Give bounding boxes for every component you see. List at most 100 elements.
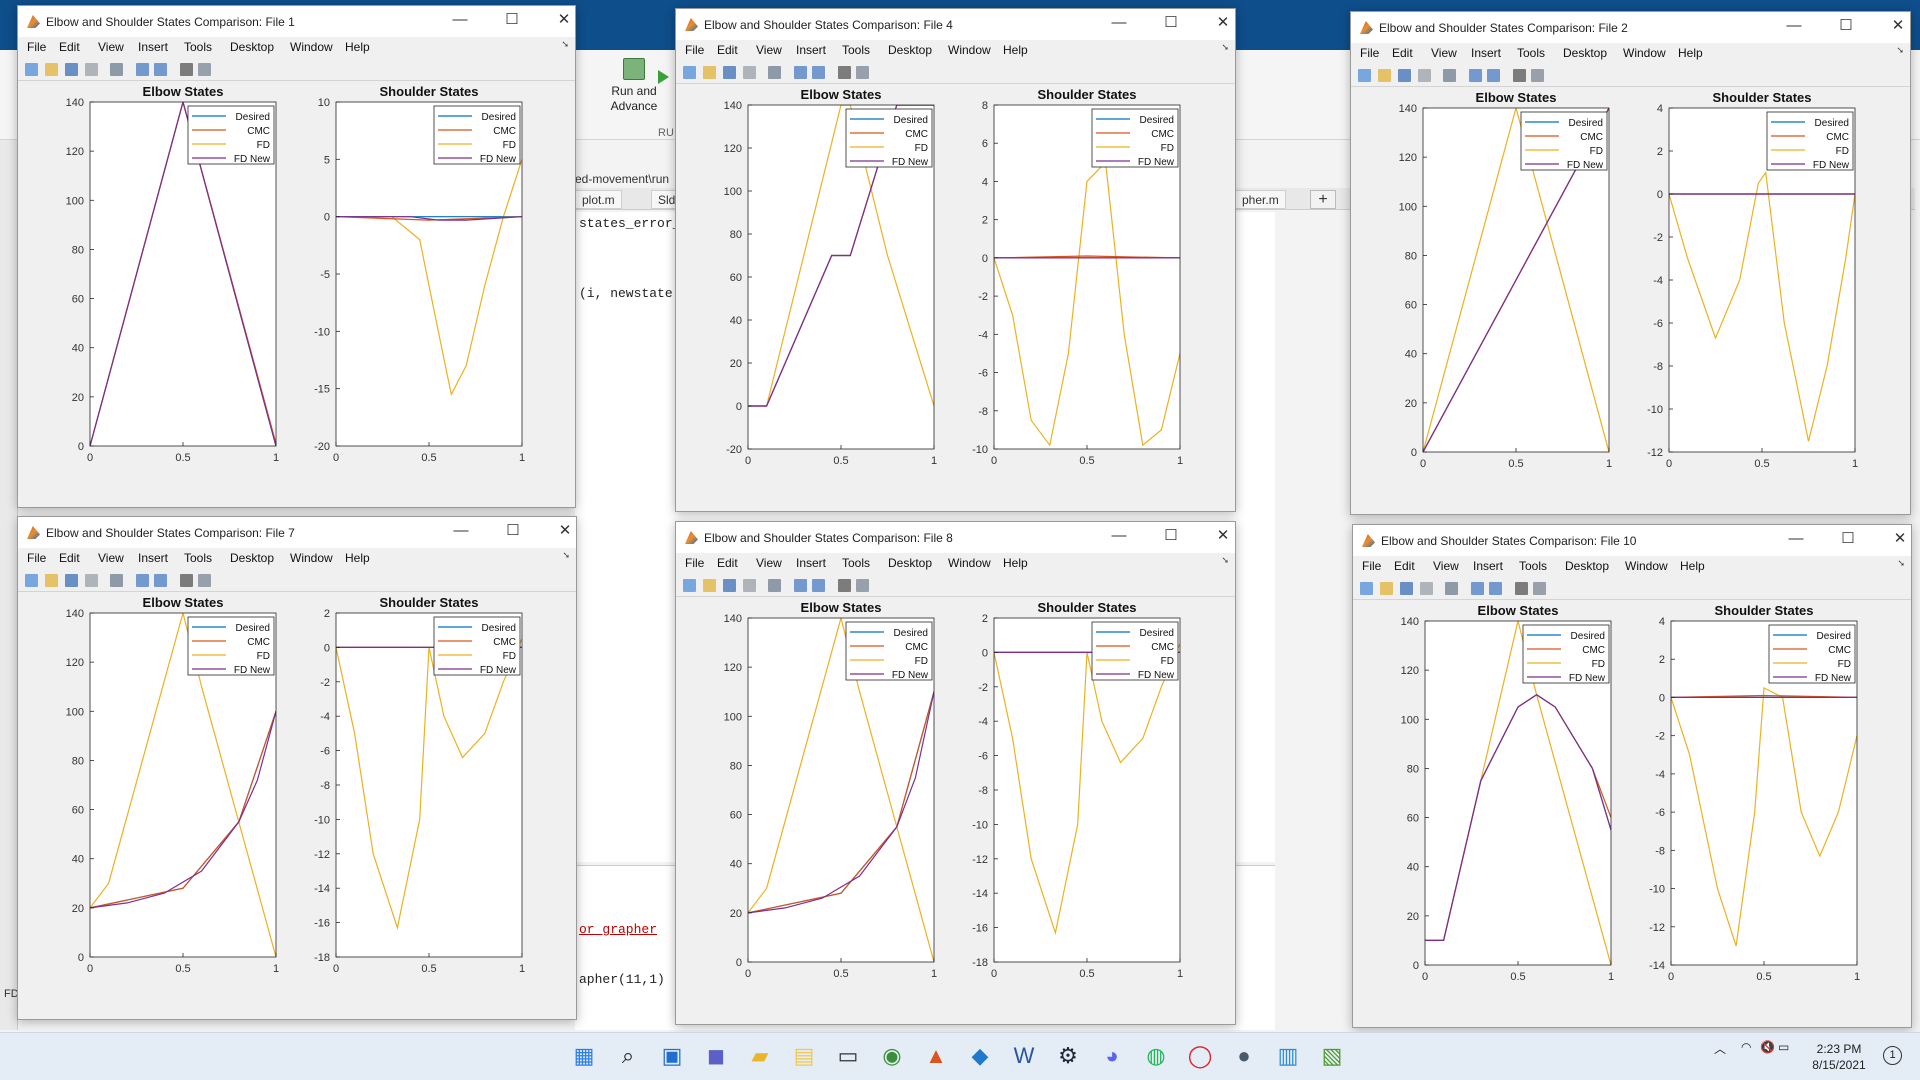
dock-icon[interactable] — [136, 63, 149, 76]
print-icon[interactable] — [1418, 69, 1431, 82]
menu-desktop[interactable]: Desktop — [1563, 46, 1608, 60]
menu-view[interactable]: View — [98, 40, 124, 54]
maximize-button[interactable]: ☐ — [1164, 527, 1178, 544]
save-icon[interactable] — [65, 63, 78, 76]
menu-edit[interactable]: Edit — [1394, 559, 1415, 573]
figure-title-bar[interactable]: Elbow and Shoulder States Comparison: Fi… — [18, 517, 576, 548]
axes[interactable]: Elbow States 0 0.5 1 0 20 40 60 80 100 120 140 Desir… — [66, 84, 279, 464]
notes-icon[interactable]: ▥ — [1277, 1043, 1299, 1068]
axes[interactable]: Shoulder States 0 0.5 1 -20 -15 -10 -5 0 5 10 Desir… — [314, 84, 525, 464]
menu-file[interactable]: File — [1362, 559, 1382, 573]
matlab-editor-icon[interactable]: ▧ — [1321, 1043, 1343, 1068]
pointer-icon[interactable] — [838, 66, 851, 79]
minimize-button[interactable]: — — [452, 11, 468, 28]
menu-help[interactable]: Help — [345, 40, 370, 54]
axes[interactable]: Shoulder States 0 0.5 1 -18 -16 -14 -12 -10 -8 -6 -… — [972, 600, 1183, 980]
pointer-icon[interactable] — [838, 579, 851, 592]
layout-icon[interactable] — [1489, 582, 1502, 595]
legend[interactable]: Desired CMC FD FD New — [845, 108, 933, 168]
pointer-icon[interactable] — [180, 574, 193, 587]
pointer-icon[interactable] — [1513, 69, 1526, 82]
save-icon[interactable] — [1398, 69, 1411, 82]
new-figure-icon[interactable] — [25, 63, 38, 76]
property-editor-icon[interactable] — [198, 63, 211, 76]
menu-tools[interactable]: Tools — [842, 556, 871, 570]
new-figure-icon[interactable] — [683, 66, 696, 79]
menu-tools[interactable]: Tools — [184, 40, 213, 54]
menu-edit[interactable]: Edit — [717, 556, 738, 570]
vscode-icon[interactable]: ◆ — [971, 1043, 989, 1068]
close-button[interactable]: ✕ — [1891, 17, 1905, 34]
dock-icon[interactable] — [794, 579, 807, 592]
volume-muted-icon[interactable]: 🔇 — [1760, 1040, 1775, 1054]
close-button[interactable]: ✕ — [1216, 527, 1230, 544]
legend[interactable]: Desired CMC FD FD New — [1522, 624, 1610, 684]
menu-view[interactable]: View — [756, 43, 782, 57]
link-plot-icon[interactable] — [1443, 69, 1456, 82]
link-plot-icon[interactable] — [768, 579, 781, 592]
save-icon[interactable] — [1400, 582, 1413, 595]
legend[interactable]: Desired CMC FD FD New — [1766, 111, 1854, 171]
menu-view[interactable]: View — [1431, 46, 1457, 60]
minimize-button[interactable]: — — [1786, 17, 1802, 34]
close-button[interactable]: ✕ — [557, 11, 571, 28]
layout-icon[interactable] — [154, 63, 167, 76]
menu-desktop[interactable]: Desktop — [230, 551, 275, 565]
task-view-icon[interactable]: ▣ — [661, 1043, 683, 1068]
pointer-icon[interactable] — [1515, 582, 1528, 595]
open-file-icon[interactable] — [1378, 69, 1391, 82]
legend[interactable]: Desired CMC FD FD New — [1091, 621, 1179, 681]
link-plot-icon[interactable] — [110, 63, 123, 76]
dock-figure-icon[interactable]: ➘ — [1897, 558, 1905, 568]
new-tab-button[interactable]: + — [1310, 190, 1336, 209]
menu-tools[interactable]: Tools — [1519, 559, 1548, 573]
axes[interactable]: Shoulder States 0 0.5 1 -14 -12 -10 -8 -6 -4 -2 0 2 4… — [1649, 603, 1860, 983]
axes[interactable]: Shoulder States 0 0.5 1 -18 -16 -14 -12 -10 -8 -6 -… — [314, 595, 525, 975]
menu-view[interactable]: View — [756, 556, 782, 570]
figure-title-bar[interactable]: Elbow and Shoulder States Comparison: Fi… — [18, 6, 575, 37]
autohotkey-icon[interactable]: ● — [1237, 1043, 1251, 1068]
discord-icon[interactable]: ◕ — [1105, 1043, 1119, 1068]
axes[interactable]: Elbow States 0 0.5 1 0 20 40 60 80 100 120 140 Desir… — [1399, 90, 1612, 470]
editor-tab-plot[interactable]: plot.m — [575, 190, 622, 209]
legend[interactable]: Desired CMC FD FD New — [1520, 111, 1608, 171]
run-icon[interactable] — [658, 70, 670, 84]
menu-file[interactable]: File — [1360, 46, 1380, 60]
print-icon[interactable] — [85, 63, 98, 76]
maximize-button[interactable]: ☐ — [1164, 14, 1178, 31]
menu-desktop[interactable]: Desktop — [230, 40, 275, 54]
search-icon[interactable]: ⌕ — [621, 1043, 635, 1068]
dock-icon[interactable] — [1471, 582, 1484, 595]
close-button[interactable]: ✕ — [1216, 14, 1230, 31]
terminal-icon[interactable]: ▭ — [837, 1043, 859, 1068]
menu-window[interactable]: Window — [1625, 559, 1668, 573]
close-button[interactable]: ✕ — [558, 522, 572, 539]
menu-insert[interactable]: Insert — [1471, 46, 1502, 60]
chevron-up-icon[interactable]: ︿ — [1714, 1042, 1727, 1056]
menu-help[interactable]: Help — [1003, 556, 1028, 570]
dock-figure-icon[interactable]: ➘ — [1221, 555, 1229, 565]
layout-icon[interactable] — [812, 66, 825, 79]
pointer-icon[interactable] — [180, 63, 193, 76]
menu-desktop[interactable]: Desktop — [1565, 559, 1610, 573]
layout-icon[interactable] — [812, 579, 825, 592]
figure-window[interactable]: Elbow and Shoulder States Comparison: Fi… — [17, 516, 577, 1020]
menu-help[interactable]: Help — [1680, 559, 1705, 573]
axes[interactable]: Shoulder States 0 0.5 1 -12 -10 -8 -6 -4 -2 0 2 4 Des… — [1647, 90, 1858, 470]
menu-file[interactable]: File — [27, 551, 47, 565]
menu-insert[interactable]: Insert — [796, 556, 827, 570]
menu-tools[interactable]: Tools — [1517, 46, 1546, 60]
legend[interactable]: Desired CMC FD FD New — [1768, 624, 1856, 684]
editor-tab-grapher[interactable]: pher.m — [1235, 190, 1286, 209]
save-icon[interactable] — [723, 66, 736, 79]
new-figure-icon[interactable] — [1358, 69, 1371, 82]
menu-edit[interactable]: Edit — [59, 551, 80, 565]
figure-title-bar[interactable]: Elbow and Shoulder States Comparison: Fi… — [676, 522, 1235, 553]
file-explorer-icon[interactable]: ▰ — [751, 1043, 769, 1068]
menu-view[interactable]: View — [1433, 559, 1459, 573]
print-icon[interactable] — [1420, 582, 1433, 595]
menu-help[interactable]: Help — [1678, 46, 1703, 60]
figure-window[interactable]: Elbow and Shoulder States Comparison: Fi… — [1350, 11, 1911, 515]
menu-insert[interactable]: Insert — [1473, 559, 1504, 573]
